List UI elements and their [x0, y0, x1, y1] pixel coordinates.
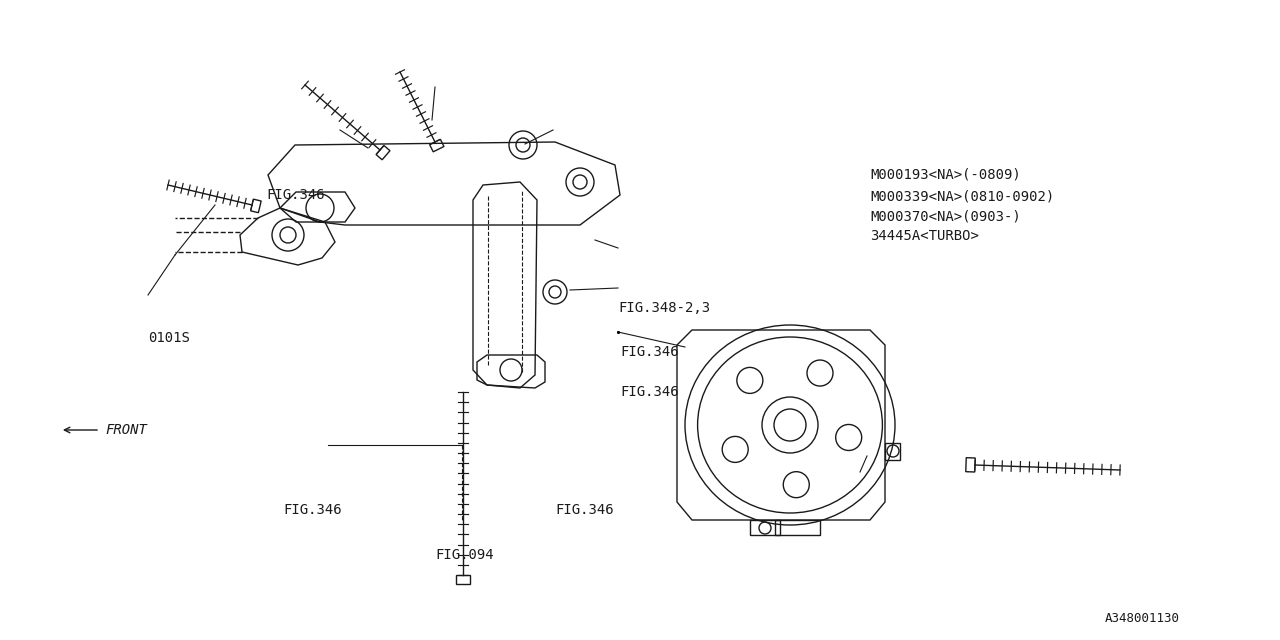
Text: FIG.346: FIG.346	[283, 503, 342, 517]
Text: FIG.348-2,3: FIG.348-2,3	[618, 301, 710, 315]
Text: A348001130: A348001130	[1105, 611, 1180, 625]
Text: M000339<NA>(0810-0902): M000339<NA>(0810-0902)	[870, 189, 1055, 203]
Text: FIG.346: FIG.346	[620, 345, 678, 359]
Text: 0101S: 0101S	[148, 331, 189, 345]
Text: FRONT: FRONT	[105, 423, 147, 437]
Text: FIG.346: FIG.346	[266, 188, 325, 202]
Text: FIG.094: FIG.094	[435, 548, 494, 562]
Text: FIG.346: FIG.346	[556, 503, 613, 517]
Text: M000193<NA>(-0809): M000193<NA>(-0809)	[870, 168, 1020, 182]
Text: M000370<NA>(0903-): M000370<NA>(0903-)	[870, 209, 1020, 223]
Text: 34445A<TURBO>: 34445A<TURBO>	[870, 229, 979, 243]
Text: FIG.346: FIG.346	[620, 385, 678, 399]
